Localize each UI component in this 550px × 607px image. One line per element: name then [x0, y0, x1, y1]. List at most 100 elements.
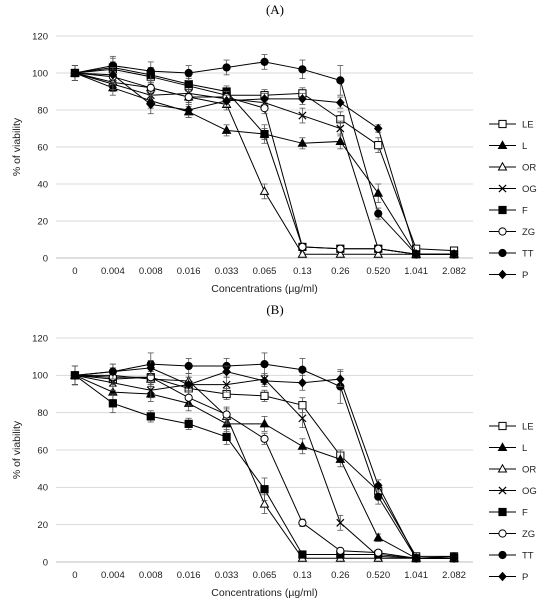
data-point — [260, 129, 269, 139]
data-point — [298, 111, 307, 120]
data-point — [146, 363, 156, 373]
x-tick-label: 0 — [72, 570, 77, 581]
legend-item-f: F — [489, 205, 528, 216]
series-p — [70, 359, 459, 564]
legend-marker — [497, 161, 508, 171]
x-tick-label: 0.26 — [331, 266, 350, 277]
x-tick-label: 0.26 — [331, 570, 350, 581]
x-tick-label: 2.082 — [442, 570, 466, 581]
legend-marker — [497, 140, 508, 149]
data-point — [184, 80, 193, 89]
legend-label: P — [522, 270, 528, 281]
legend-item-og: OG — [489, 486, 537, 497]
legend-item-le: LE — [489, 119, 534, 130]
data-point — [259, 418, 270, 428]
x-tick-label: 0.004 — [101, 570, 125, 581]
legend-item-p: P — [489, 269, 528, 281]
x-tick-label: 0.008 — [139, 266, 163, 277]
x-tick-label: 1.041 — [404, 570, 428, 581]
y-tick-label: 80 — [37, 408, 48, 419]
legend-label: F — [522, 205, 528, 216]
data-point — [146, 83, 155, 92]
data-point — [373, 188, 384, 197]
data-point — [146, 99, 156, 110]
legend-label: TT — [522, 550, 534, 561]
y-tick-label: 80 — [37, 105, 48, 116]
chart-panel-b: (B) 0 20 40 60 80 100 120 0 0.004 0.008 0.016 0.033 0… — [11, 302, 537, 599]
data-point — [146, 386, 155, 395]
marker-stroke — [498, 486, 507, 495]
legend-label: F — [522, 507, 528, 518]
legend-marker — [497, 442, 508, 451]
x-tick-label: 0.004 — [101, 266, 125, 277]
data-point — [373, 532, 384, 542]
data-point — [336, 546, 345, 555]
data-point — [336, 374, 345, 384]
data-point — [146, 67, 155, 76]
chart-panel-a: (A) 0 20 40 60 80 100 120 0 0.004 0.008 0.016 0.033 0… — [11, 2, 537, 295]
data-point — [222, 410, 231, 419]
marker-stroke — [298, 111, 307, 120]
x-tick-label: 0.13 — [293, 266, 312, 277]
series-line — [74, 374, 455, 557]
data-point — [336, 244, 345, 253]
y-tick-label: 40 — [37, 483, 48, 494]
series-line — [74, 374, 455, 559]
legend-marker — [498, 486, 507, 495]
data-point — [298, 94, 307, 104]
y-tick-label: 120 — [32, 333, 48, 344]
data-point — [298, 518, 307, 527]
legend-label: ZG — [522, 529, 535, 540]
data-point — [260, 94, 269, 104]
y-tick-label: 0 — [43, 253, 48, 264]
x-tick-label: 0.033 — [215, 266, 239, 277]
data-point — [297, 138, 308, 147]
legend-item-f: F — [489, 507, 528, 518]
series-tt — [70, 352, 459, 563]
data-point — [260, 360, 269, 369]
legend-item-or: OR — [489, 463, 536, 475]
data-point — [260, 391, 269, 400]
data-point — [335, 249, 346, 258]
data-point — [297, 249, 308, 258]
legend-marker — [498, 421, 507, 431]
data-point — [298, 242, 307, 251]
panel-label: (B) — [266, 302, 283, 317]
data-point — [298, 378, 307, 388]
series-line — [74, 374, 455, 559]
x-tick-label: 0.033 — [215, 570, 239, 581]
data-point — [221, 125, 232, 134]
legend-item-zg: ZG — [489, 227, 535, 238]
legend-marker — [498, 571, 507, 582]
legend-label: ZG — [522, 227, 535, 238]
legend-label: OG — [522, 184, 537, 195]
data-point — [184, 68, 193, 78]
data-point — [449, 249, 459, 260]
series-p — [70, 65, 459, 260]
data-point — [298, 414, 307, 423]
data-point — [374, 492, 383, 501]
legend-item-le: LE — [489, 421, 534, 432]
legend-marker — [498, 550, 507, 560]
y-tick-label: 20 — [37, 216, 48, 227]
legend-item-or: OR — [489, 161, 536, 173]
y-tick-label: 20 — [37, 520, 48, 531]
data-point — [411, 553, 421, 564]
marker-stroke — [146, 386, 155, 395]
data-point — [222, 96, 231, 106]
data-point — [222, 380, 231, 389]
x-tick-label: 0.008 — [139, 570, 163, 581]
series-le — [70, 61, 459, 255]
legend-label: OR — [522, 464, 536, 475]
data-point — [222, 432, 231, 442]
legend-item-tt: TT — [489, 248, 534, 259]
data-point — [222, 63, 231, 72]
data-point — [374, 141, 383, 150]
legend-marker — [498, 227, 507, 236]
data-point — [298, 65, 307, 74]
data-point — [449, 553, 459, 564]
data-point — [374, 244, 383, 253]
series-l — [70, 365, 459, 562]
x-tick-label: 1.041 — [404, 266, 428, 277]
